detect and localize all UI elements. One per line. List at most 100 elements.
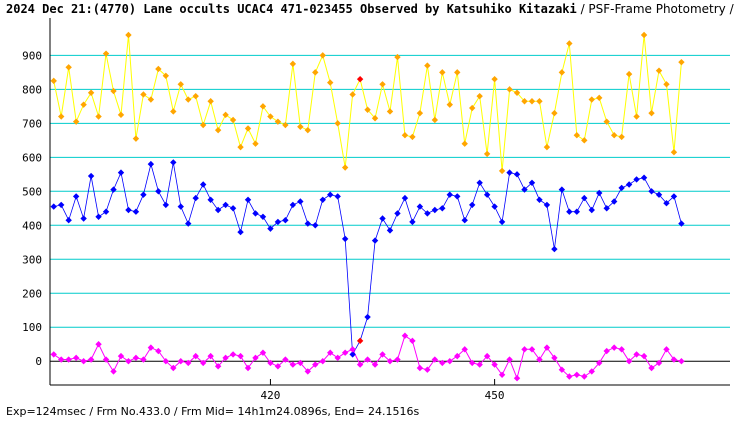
point-background-58 (483, 352, 491, 360)
point-comparison-75 (610, 132, 618, 139)
point-target-6 (95, 213, 102, 220)
point-comparison-68 (558, 69, 566, 76)
point-comparison-7 (102, 50, 110, 57)
point-comparison-51 (431, 116, 439, 124)
exposure-info: Exp=124msec / Frm No.433.0 / Frm Mid= 14… (6, 405, 420, 418)
point-target-57 (476, 179, 483, 187)
point-target-11 (132, 208, 140, 215)
ytick-label-100: 100 (22, 321, 42, 334)
point-background-2 (65, 356, 72, 363)
point-comparison-83 (670, 149, 678, 156)
point-target-34 (304, 220, 312, 227)
point-background-75 (610, 344, 618, 351)
point-target-2 (65, 216, 72, 224)
point-background-72 (588, 368, 595, 375)
point-comparison-20 (199, 121, 207, 129)
point-target-14 (155, 188, 162, 195)
chart-title-method: / PSF-Frame Photometry / (576, 2, 734, 16)
point-background-34 (304, 368, 312, 375)
point-target-73 (596, 189, 603, 197)
point-background-83 (670, 356, 678, 363)
point-target-35 (312, 222, 319, 229)
point-target-83 (670, 193, 678, 200)
point-target-0 (50, 203, 57, 210)
point-background-51 (431, 356, 439, 363)
point-target-67 (551, 245, 558, 253)
point-target-24 (229, 205, 237, 212)
point-comparison-40 (349, 91, 356, 98)
point-comparison-37 (327, 79, 334, 86)
point-background-82 (663, 346, 670, 353)
point-target-62 (513, 171, 521, 178)
point-comparison-12 (140, 91, 147, 98)
point-background-16 (170, 364, 177, 372)
point-background-13 (147, 344, 155, 351)
point-target-49 (416, 203, 424, 210)
ytick-label-0: 0 (35, 355, 42, 368)
point-comparison-76 (618, 133, 625, 141)
point-background-3 (72, 354, 80, 362)
point-comparison-69 (566, 40, 573, 47)
point-background-62 (513, 375, 521, 382)
point-background-21 (207, 352, 214, 360)
point-comparison-43 (371, 115, 379, 122)
point-comparison-61 (506, 86, 513, 93)
point-background-48 (409, 337, 416, 345)
point-comparison-66 (543, 143, 551, 151)
point-background-32 (289, 361, 297, 368)
point-comparison-65 (536, 98, 543, 105)
point-background-66 (543, 344, 551, 351)
ytick-label-400: 400 (22, 219, 42, 232)
point-comparison-1 (58, 113, 65, 120)
point-background-11 (132, 354, 140, 362)
point-target-19 (192, 194, 199, 202)
point-comparison-45 (386, 108, 394, 115)
point-target-38 (334, 193, 341, 200)
point-target-50 (424, 210, 431, 217)
ytick-label-500: 500 (22, 185, 42, 198)
point-comparison-17 (177, 81, 184, 88)
point-comparison-11 (132, 135, 140, 142)
tick-labels: 0 100 200 300 400 500 600 700 800 900 420 450 (22, 49, 504, 402)
point-target-40 (349, 351, 356, 358)
point-background-40 (349, 346, 356, 353)
point-comparison-4 (80, 101, 87, 108)
point-comparison-54 (454, 69, 461, 76)
point-background-77 (625, 358, 633, 365)
point-background-38 (334, 354, 341, 362)
point-target-10 (125, 206, 132, 214)
point-comparison-67 (551, 109, 558, 117)
point-target-9 (117, 169, 125, 176)
point-comparison-30 (274, 118, 282, 125)
ytick-label-900: 900 (22, 49, 42, 62)
point-target-56 (468, 201, 476, 209)
point-target-69 (566, 208, 573, 215)
point-comparison-60 (498, 167, 506, 175)
point-background-12 (140, 356, 147, 363)
point-background-67 (551, 354, 558, 362)
chart-title: 2024 Dec 21:(4770) Lane occults UCAC4 47… (6, 2, 734, 16)
point-background-53 (446, 358, 453, 365)
point-comparison-74 (603, 118, 610, 125)
point-comparison-59 (491, 75, 498, 83)
point-background-44 (379, 351, 386, 358)
point-target-20 (199, 181, 207, 188)
point-target-25 (237, 228, 244, 236)
point-target-44 (379, 215, 386, 222)
ytick-label-300: 300 (22, 253, 42, 266)
point-target-70 (573, 208, 581, 215)
point-comparison-77 (625, 70, 633, 78)
point-comparison-44 (379, 81, 386, 88)
point-comparison-42 (364, 106, 371, 113)
point-comparison-84 (678, 58, 685, 66)
point-comparison-48 (409, 133, 416, 141)
point-target-72 (588, 206, 595, 214)
point-target-4 (80, 215, 87, 222)
point-background-31 (282, 356, 289, 363)
point-comparison-47 (401, 132, 409, 139)
point-background-56 (468, 359, 476, 367)
point-target-79 (640, 174, 648, 181)
point-target-64 (528, 179, 536, 187)
point-comparison-5 (87, 89, 95, 96)
